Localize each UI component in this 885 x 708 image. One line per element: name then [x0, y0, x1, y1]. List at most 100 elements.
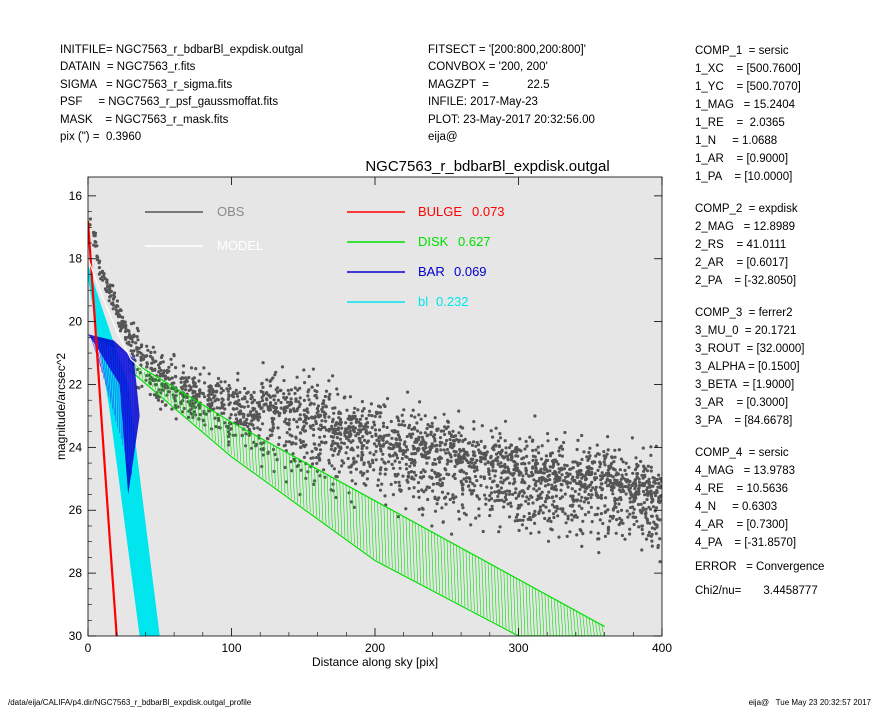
- obs-point: [548, 469, 552, 473]
- obs-point: [222, 411, 226, 415]
- obs-point: [589, 488, 593, 493]
- obs-point: [648, 521, 652, 525]
- disk-strand: [358, 491, 362, 549]
- obs-point: [206, 403, 210, 407]
- obs-point: [305, 409, 309, 413]
- obs-point: [358, 437, 362, 441]
- obs-point: [374, 458, 378, 462]
- obs-point: [451, 439, 455, 443]
- obs-point: [536, 470, 541, 475]
- obs-point: [464, 513, 468, 517]
- obs-point: [504, 451, 508, 455]
- obs-point: [167, 365, 171, 369]
- obs-point: [650, 500, 654, 504]
- disk-strand: [320, 471, 324, 522]
- obs-point: [288, 408, 292, 412]
- obs-point: [603, 463, 607, 467]
- obs-point: [579, 468, 583, 473]
- obs-point: [524, 526, 529, 530]
- obs-point: [330, 464, 334, 468]
- obs-point: [617, 448, 621, 452]
- obs-point: [496, 494, 500, 498]
- comp-4-param-2: 4_RE = 10.5636: [695, 483, 789, 495]
- obs-point: [336, 426, 340, 430]
- obs-point: [124, 323, 128, 328]
- obs-point: [343, 431, 347, 435]
- obs-point: [625, 478, 630, 482]
- obs-point: [314, 456, 319, 460]
- obs-point: [318, 458, 322, 462]
- obs-point: [643, 473, 647, 477]
- obs-point: [243, 386, 247, 391]
- obs-point: [261, 453, 265, 457]
- obs-point: [394, 430, 398, 434]
- obs-point: [435, 502, 439, 506]
- obs-point: [649, 445, 653, 449]
- obs-point: [488, 476, 492, 480]
- obs-point: [538, 492, 543, 496]
- obs-point: [198, 388, 202, 392]
- comp-1-param-1: 1_XC = [500.7600]: [695, 63, 801, 75]
- obs-point: [324, 404, 328, 408]
- obs-point: [618, 468, 622, 472]
- obs-point: [409, 414, 413, 418]
- obs-point: [487, 498, 491, 502]
- obs-point: [260, 464, 264, 469]
- disk-strand: [228, 420, 232, 455]
- obs-point: [192, 384, 196, 388]
- header-mid-line-1: CONVBOX = '200, 200': [428, 61, 548, 74]
- obs-point: [426, 497, 430, 502]
- disk-strand: [352, 488, 355, 545]
- obs-point: [541, 476, 545, 480]
- obs-point: [636, 492, 640, 496]
- obs-point: [164, 403, 168, 407]
- obs-point: [589, 530, 593, 534]
- legend-disk-value: 0.627: [458, 234, 491, 249]
- x-tick-label: 200: [365, 641, 385, 655]
- obs-point: [475, 468, 479, 472]
- obs-point: [398, 466, 402, 470]
- obs-point: [327, 458, 331, 462]
- obs-point: [628, 496, 632, 500]
- obs-point: [143, 354, 148, 359]
- obs-point: [613, 455, 617, 459]
- obs-point: [480, 424, 484, 428]
- obs-point: [547, 516, 552, 521]
- obs-point: [459, 469, 463, 474]
- obs-point: [335, 387, 339, 391]
- obs-point: [412, 458, 417, 462]
- obs-point: [534, 448, 538, 452]
- obs-point: [653, 509, 657, 513]
- obs-point: [313, 415, 317, 419]
- obs-point: [600, 476, 604, 480]
- disk-strand: [172, 386, 175, 407]
- obs-point: [269, 378, 273, 382]
- obs-point: [153, 350, 157, 354]
- disk-strand: [310, 465, 314, 515]
- obs-point: [640, 527, 644, 532]
- obs-point: [643, 467, 647, 471]
- obs-point: [548, 478, 552, 482]
- obs-point: [356, 408, 360, 412]
- obs-point: [415, 447, 420, 451]
- obs-point: [590, 467, 594, 471]
- obs-point: [181, 371, 185, 375]
- obs-point: [571, 497, 575, 501]
- obs-point: [614, 531, 618, 535]
- obs-point: [287, 403, 291, 407]
- obs-point: [583, 486, 587, 490]
- obs-point: [513, 480, 517, 484]
- obs-point: [231, 391, 235, 395]
- obs-point: [501, 481, 505, 485]
- obs-point: [477, 507, 481, 511]
- obs-point: [121, 325, 125, 329]
- obs-point: [489, 456, 493, 460]
- obs-point: [515, 462, 520, 466]
- obs-point: [239, 405, 244, 409]
- obs-point: [645, 469, 650, 473]
- obs-point: [370, 414, 374, 418]
- obs-point: [587, 492, 591, 497]
- obs-point: [452, 449, 456, 453]
- obs-point: [576, 438, 580, 442]
- comp-4-param-5: 4_PA = [-31.8570]: [695, 537, 797, 549]
